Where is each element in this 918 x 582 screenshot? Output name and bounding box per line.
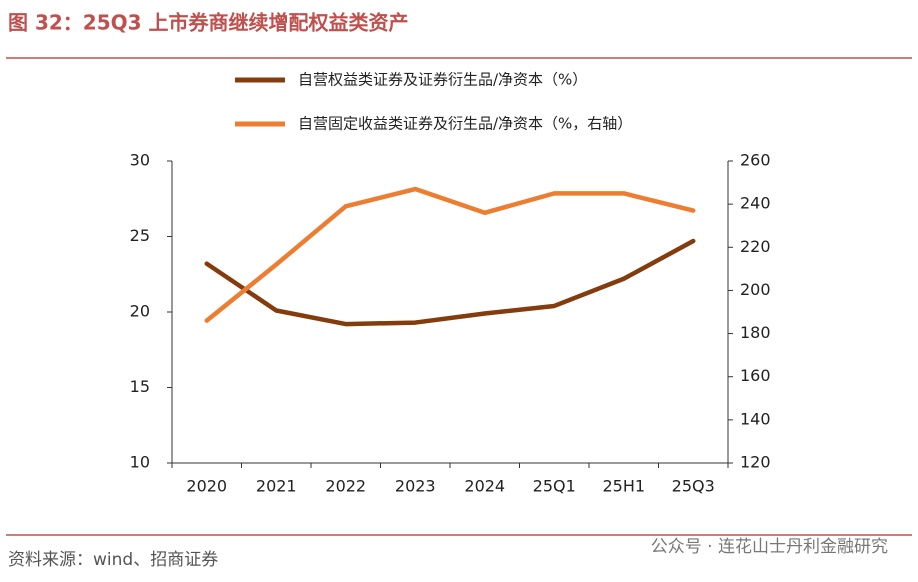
x-tick-label: 2020 (186, 477, 227, 496)
y2-tick-label: 120 (740, 453, 771, 472)
x-tick-label: 2021 (256, 477, 297, 496)
chart-title: 图 32：25Q3 上市券商继续增配权益类资产 (8, 11, 409, 35)
y2-tick-label: 200 (740, 280, 771, 299)
legend-label: 自营权益类证券及证券衍生品/净资本（%） (298, 71, 587, 89)
source: 资料来源：wind、招商证券 (8, 550, 218, 570)
y2-tick-label: 160 (740, 366, 771, 385)
y2-tick-label: 220 (740, 237, 771, 256)
y-tick-label: 25 (130, 226, 150, 245)
y2-tick-label: 260 (740, 151, 771, 170)
x-tick-label: 2022 (325, 477, 366, 496)
x-tick-label: 25Q1 (533, 477, 576, 496)
x-tick-label: 2024 (464, 477, 505, 496)
legend-label: 自营固定收益类证券及衍生品/净资本（%，右轴） (298, 115, 632, 133)
series-line (204, 238, 696, 327)
watermark: 公众号 · 连花山士丹利金融研究 (651, 537, 888, 557)
y-tick-label: 20 (130, 302, 150, 321)
y2-tick-label: 240 (740, 194, 771, 213)
y2-tick-label: 140 (740, 409, 771, 428)
x-tick-label: 25Q3 (672, 477, 715, 496)
y-tick-label: 10 (130, 453, 150, 472)
y2-tick-label: 180 (740, 323, 771, 342)
y-tick-label: 30 (130, 151, 150, 170)
series-line (204, 186, 696, 323)
y-tick-label: 15 (130, 377, 150, 396)
x-tick-label: 2023 (395, 477, 436, 496)
x-tick-label: 25H1 (602, 477, 645, 496)
